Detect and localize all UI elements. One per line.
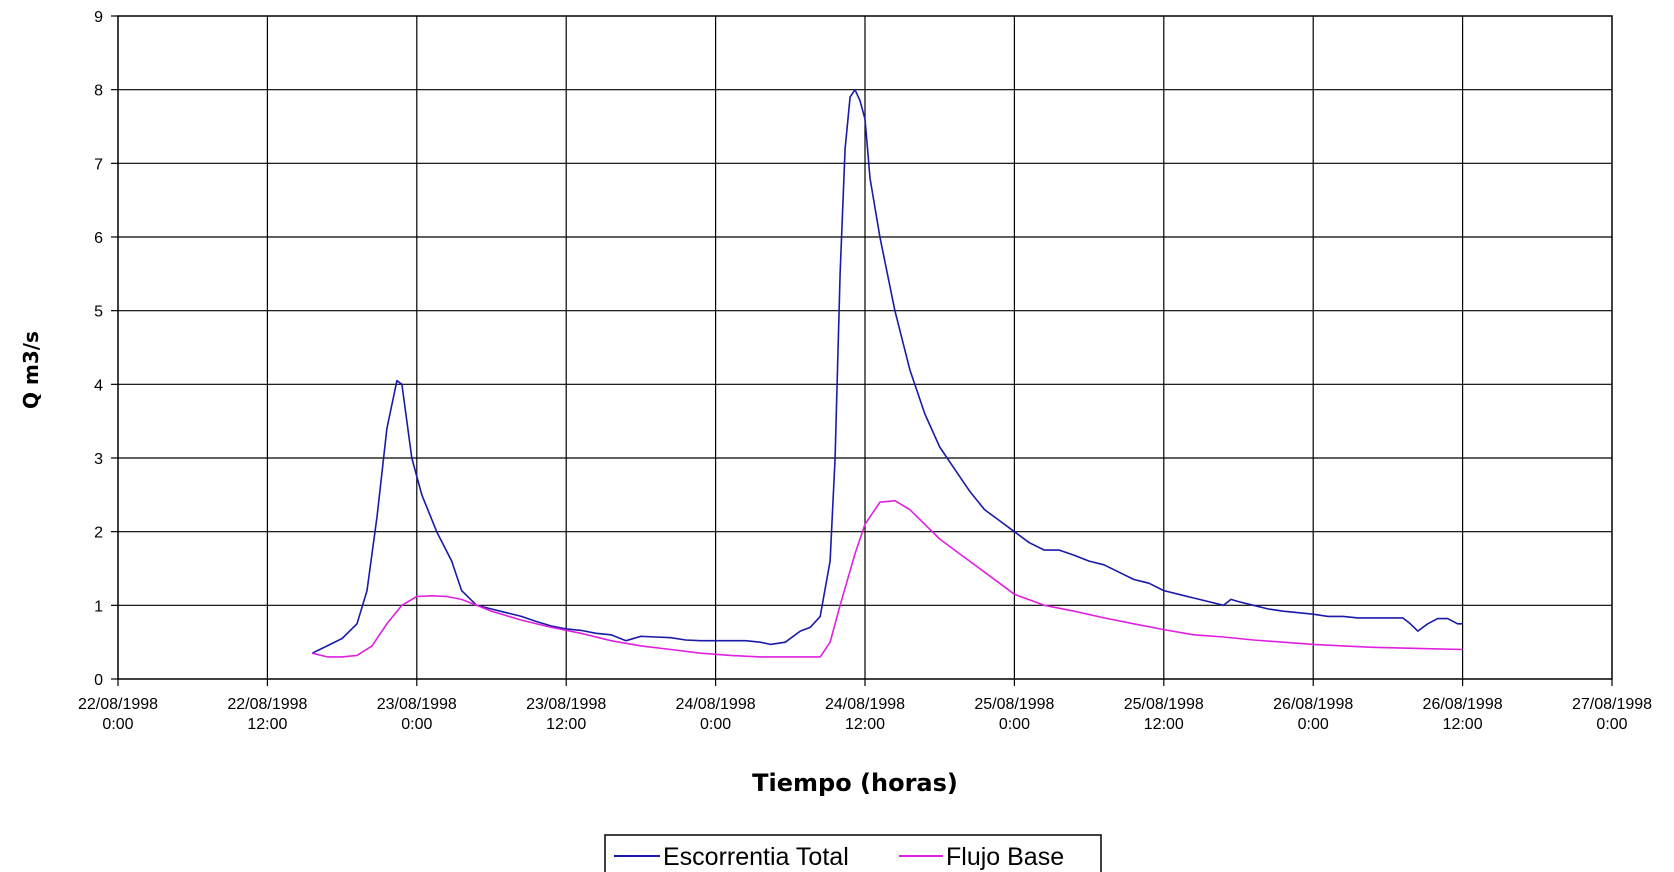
x-tick-date-label: 27/08/1998 [1572, 696, 1652, 713]
y-tick-label: 6 [94, 230, 103, 247]
y-tick-label: 3 [94, 451, 103, 468]
y-tick-label: 0 [94, 672, 103, 689]
series-line-escorrentia-total [311, 88, 1463, 654]
x-tick-date-label: 25/08/1998 [974, 696, 1054, 713]
y-tick-label: 8 [94, 83, 103, 100]
x-tick-time-label: 12:00 [1443, 716, 1483, 733]
y-tick-label: 1 [94, 598, 103, 615]
x-tick-date-label: 23/08/1998 [377, 696, 457, 713]
x-tick-time-label: 12:00 [845, 716, 885, 733]
y-tick-label: 9 [94, 9, 103, 26]
x-tick-date-label: 24/08/1998 [825, 696, 905, 713]
x-tick-date-label: 26/08/1998 [1423, 696, 1503, 713]
x-tick-time-label: 0:00 [1596, 716, 1627, 733]
x-tick-date-label: 26/08/1998 [1273, 696, 1353, 713]
y-tick-labels: 0 1 2 3 4 5 6 7 8 9 [94, 9, 103, 689]
x-tick-time-label: 0:00 [102, 716, 133, 733]
y-tick-label: 5 [94, 304, 103, 321]
x-tick-time-label: 0:00 [1298, 716, 1329, 733]
legend-label-flujo-base: Flujo Base [946, 843, 1064, 871]
y-tick-label: 7 [94, 156, 103, 173]
x-tick-labels: 22/08/1998 0:00 22/08/1998 12:00 23/08/1998 0… [78, 696, 1652, 733]
grid [118, 16, 1612, 679]
axes [111, 15, 1613, 686]
x-tick-date-label: 22/08/1998 [78, 696, 158, 713]
legend-label-escorrentia-total: Escorrentia Total [663, 843, 849, 871]
legend-box [604, 834, 1102, 872]
y-tick-label: 2 [94, 525, 103, 542]
x-tick-time-label: 12:00 [546, 716, 586, 733]
x-tick-time-label: 0:00 [401, 716, 432, 733]
x-axis-title: Tiempo (horas) [752, 769, 958, 797]
x-tick-time-label: 0:00 [700, 716, 731, 733]
y-tick-label: 4 [94, 377, 103, 394]
y-axis-title: Q m3/s [19, 331, 43, 409]
x-tick-time-label: 12:00 [247, 716, 287, 733]
x-tick-date-label: 24/08/1998 [676, 696, 756, 713]
x-tick-date-label: 23/08/1998 [526, 696, 606, 713]
series-lines [311, 88, 1463, 658]
series-line-flujo-base [312, 499, 1463, 658]
x-tick-date-label: 22/08/1998 [227, 696, 307, 713]
legend: Escorrentia Total Flujo Base [604, 834, 1102, 872]
x-tick-date-label: 25/08/1998 [1124, 696, 1204, 713]
x-tick-time-label: 12:00 [1144, 716, 1184, 733]
x-tick-time-label: 0:00 [999, 716, 1030, 733]
